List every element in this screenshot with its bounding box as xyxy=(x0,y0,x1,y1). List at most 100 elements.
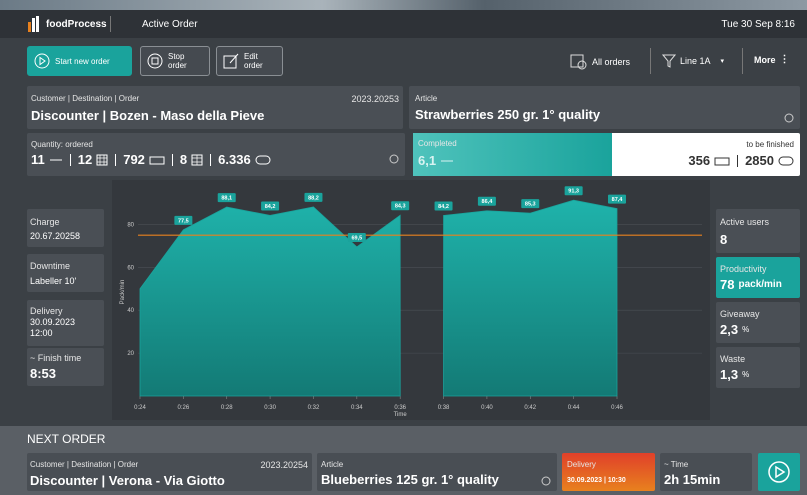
card-label: Charge xyxy=(30,217,60,227)
value-label: 85,3 xyxy=(525,202,536,208)
page-title: Active Order xyxy=(142,19,198,30)
giveaway-card: Giveaway 2,3% xyxy=(716,302,800,343)
card-label: Giveaway xyxy=(720,309,760,319)
value-label: 91,3 xyxy=(568,189,579,195)
order-number: 2023.20253 xyxy=(351,94,399,104)
quantity-value: 12 xyxy=(78,152,92,167)
charge-card: Charge 20.67.20258 xyxy=(27,209,104,247)
delivery-label: Delivery xyxy=(567,460,596,469)
button-label: All orders xyxy=(592,57,630,67)
quantity-value: 6.336 xyxy=(218,152,251,167)
x-tick-label: 0:44 xyxy=(568,405,580,411)
x-tick-label: 0:38 xyxy=(438,405,450,411)
card-label: ~ Finish time xyxy=(30,353,81,363)
value-label: 88,2 xyxy=(308,195,319,201)
quantity-panel: Quantity: ordered 11 12 792 8 6.336 xyxy=(27,133,405,176)
card-label: Delivery xyxy=(30,306,63,316)
all-orders-button[interactable]: All orders xyxy=(570,54,630,70)
y-tick-label: 20 xyxy=(127,351,134,357)
next-order-panel: Customer | Destination | Order 2023.20254… xyxy=(27,453,312,491)
x-tick-label: 0:26 xyxy=(178,405,190,411)
order-label: Customer | Destination | Order xyxy=(31,94,139,103)
header: foodProcess Active Order Tue 30 Sep 8:16 xyxy=(0,10,807,38)
to-finish-value: 2850 xyxy=(745,153,774,168)
logo xyxy=(28,16,42,32)
card-value: 20.67.20258 xyxy=(30,231,80,241)
delivery-value: 30.09.2023 | 10:30 xyxy=(567,477,626,484)
y-axis-title: Pack/min xyxy=(120,280,126,305)
card-time: 12:00 xyxy=(30,328,53,338)
value-label: 86,4 xyxy=(482,199,494,205)
order-label: Customer | Destination | Order xyxy=(30,460,138,469)
x-tick-label: 0:32 xyxy=(308,405,320,411)
next-order-band: NEXT ORDER Customer | Destination | Orde… xyxy=(0,426,807,495)
card-row: 1,3% xyxy=(720,367,749,382)
next-time-panel: ~ Time 2h 15min xyxy=(660,453,752,491)
customer: Discounter | Bozen - Maso della Pieve xyxy=(31,108,264,123)
card-unit: % xyxy=(742,325,749,334)
order-panel: Customer | Destination | Order 2023.2025… xyxy=(27,86,403,129)
card-value: 8 xyxy=(720,232,727,247)
quantity-value: 792 xyxy=(123,152,145,167)
x-tick-label: 0:24 xyxy=(134,405,146,411)
x-tick-label: 0:40 xyxy=(481,405,493,411)
button-label: Start new order xyxy=(55,57,110,66)
to-finish-label: to be finished xyxy=(746,140,794,149)
finish-card: ~ Finish time 8:53 xyxy=(27,348,104,386)
article-name: Strawberries 250 gr. 1° quality xyxy=(415,107,600,122)
edit-order-button[interactable]: Edit order xyxy=(216,46,283,76)
value-label: 87,4 xyxy=(612,197,624,203)
completed-panel: Completed 6,1 to be finished 356 2850 xyxy=(413,133,800,176)
card-label: Active users xyxy=(720,217,769,227)
article-panel: Article Strawberries 250 gr. 1° quality xyxy=(409,86,800,129)
quantity-row: 11 12 792 8 6.336 xyxy=(31,152,271,167)
next-start-button[interactable] xyxy=(758,453,800,491)
quantity-value: 8 xyxy=(180,152,187,167)
x-tick-label: 0:42 xyxy=(524,405,536,411)
card-row: 78pack/min xyxy=(720,277,782,292)
card-value: 1,3 xyxy=(720,367,738,382)
photo-strip xyxy=(0,0,807,10)
y-tick-label: 80 xyxy=(127,222,134,228)
datetime: Tue 30 Sep 8:16 xyxy=(721,19,795,30)
completed-label: Completed xyxy=(418,139,457,148)
card-row: 2,3% xyxy=(720,322,749,337)
card-label: Productivity xyxy=(720,264,767,274)
start-order-button[interactable]: Start new order xyxy=(27,46,132,76)
completed-value: 6,1 xyxy=(418,153,436,168)
button-label: Edit order xyxy=(244,52,274,70)
order-number: 2023.20254 xyxy=(260,460,308,470)
next-order-title: NEXT ORDER xyxy=(27,432,105,446)
more-button[interactable]: More⋮ xyxy=(754,54,790,65)
value-label: 77,5 xyxy=(178,218,189,224)
value-label: 84,2 xyxy=(265,204,276,210)
x-tick-label: 0:36 xyxy=(394,405,406,411)
to-finish-value: 356 xyxy=(688,153,710,168)
article-name: Blueberries 125 gr. 1° quality xyxy=(321,472,499,487)
area xyxy=(140,200,617,396)
card-value: 8:53 xyxy=(30,366,56,381)
customer: Discounter | Verona - Via Giotto xyxy=(30,473,225,488)
button-label: Stop order xyxy=(168,52,202,70)
time-label: ~ Time xyxy=(664,460,688,469)
y-tick-label: 60 xyxy=(127,265,134,271)
x-tick-label: 0:28 xyxy=(221,405,233,411)
time-value: 2h 15min xyxy=(664,472,720,487)
x-tick-label: 0:30 xyxy=(264,405,276,411)
value-label: 84,3 xyxy=(395,204,406,210)
card-value: 30.09.2023 xyxy=(30,317,75,327)
value-label: 84,2 xyxy=(438,204,449,210)
card-unit: pack/min xyxy=(738,279,781,290)
x-axis-title: Time xyxy=(394,412,408,418)
line-select[interactable]: Line 1A▾ xyxy=(662,54,724,68)
quantity-label: Quantity: ordered xyxy=(31,140,93,149)
brand: foodProcess xyxy=(46,19,107,30)
stop-order-button[interactable]: Stop order xyxy=(140,46,210,76)
next-delivery-panel: Delivery 30.09.2023 | 10:30 xyxy=(562,453,655,491)
